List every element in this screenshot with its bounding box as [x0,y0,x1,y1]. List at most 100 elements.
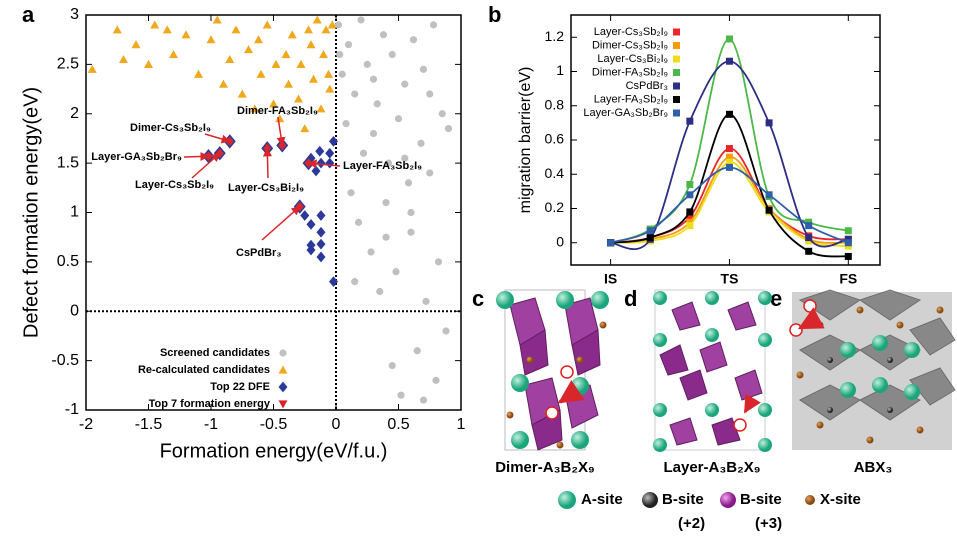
point [380,31,387,38]
point [317,239,326,250]
point [315,146,324,157]
point [225,55,234,63]
y-axis-label: Defect formation energy(eV) [20,87,42,338]
point [317,252,326,263]
point [389,51,396,58]
y-axis-label: migration barrier(eV) [517,67,534,214]
point [342,120,349,127]
y-tick-label: -1 [65,401,79,418]
structure-dimer [496,290,609,450]
point [766,207,773,214]
point [805,248,812,255]
point [294,94,303,102]
panel-label: a [22,2,35,27]
legend-sphere [805,495,815,505]
legend-label: Dimer-FA₃Sb₂I₉ [592,66,668,78]
point [329,276,338,287]
point [288,30,297,38]
point [382,234,389,241]
legend-marker [673,110,680,117]
point [113,25,122,33]
point [317,210,326,221]
structure-perovskite [790,290,955,450]
y-tick-label: 1.5 [57,154,79,171]
legend-marker [279,366,288,374]
legend-label: Layer-GA₃Sb₂Br₉ [583,107,668,119]
y-tick-label: 0.6 [545,131,565,147]
point [395,115,402,122]
point [370,76,377,83]
legend-label: B-site [662,491,704,508]
y-tick-label: 0 [70,302,79,319]
point [726,58,733,65]
annotation-arrow [205,134,230,141]
point [845,227,852,234]
point [376,288,383,295]
point [726,145,733,152]
point [325,158,334,169]
point [401,81,408,88]
y-tick-label: 0.2 [545,199,565,215]
legend-label: (+3) [755,515,782,532]
point [263,20,272,28]
point [219,80,228,88]
y-tick-label: 0 [556,233,564,249]
point [389,362,396,369]
point [420,397,427,404]
point [367,248,374,255]
point [414,347,421,354]
legend-marker [673,56,680,63]
y-tick-label: -0.5 [51,352,79,369]
point [169,50,178,58]
point [347,189,354,196]
point [417,140,424,147]
panel-label: c [472,286,484,311]
point [351,90,358,97]
legend-label: Top 22 DFE [210,381,270,393]
legend-label: Re-calculated candidates [138,364,270,376]
point [420,66,427,73]
point [324,70,333,78]
point [845,253,852,260]
y-tick-label: 1.2 [545,28,565,44]
point [364,61,371,68]
x-tick-label: -1.5 [135,416,163,433]
x-tick-label: -0.5 [260,416,288,433]
annotation-arrow [262,207,300,240]
legend-label: Layer-FA₃Sb₂I₉ [594,93,668,105]
point [207,35,216,43]
legend-sphere [642,492,658,508]
point [244,45,253,53]
point [397,392,404,399]
point [345,41,352,48]
series-line [611,114,849,256]
x-tick-label: -2 [79,416,93,433]
point [307,40,316,48]
legend-sphere [558,491,576,509]
legend-sphere [720,492,736,508]
point [726,164,733,171]
x-tick-label: -1 [204,416,218,433]
point [232,25,241,33]
y-tick-label: 2.5 [57,56,79,73]
point [374,100,381,107]
x-axis-label: Formation energy(eV/f.u.) [160,440,388,462]
annotation: Dimer-Cs₃Sb₂I₉ [130,122,211,134]
point [132,40,141,48]
x-tick-label: 0.5 [387,416,409,433]
point [382,199,389,206]
annotation-arrow [184,156,209,157]
legend-label: A-site [581,491,623,508]
point [297,60,306,68]
y-tick-label: 0.4 [545,165,565,181]
point [686,191,693,198]
x-tick-label: TS [721,271,739,287]
point [254,35,263,43]
annotation: Layer-Cs₃Bi₂I₉ [228,182,304,194]
structure-label: Layer-A₃B₂X₉ [663,459,760,476]
legend-label: Layer-Cs₃Sb₂I₉ [594,26,668,38]
point [766,119,773,126]
point [360,150,367,157]
annotation: CsPdBr₃ [236,247,281,259]
point [410,36,417,43]
